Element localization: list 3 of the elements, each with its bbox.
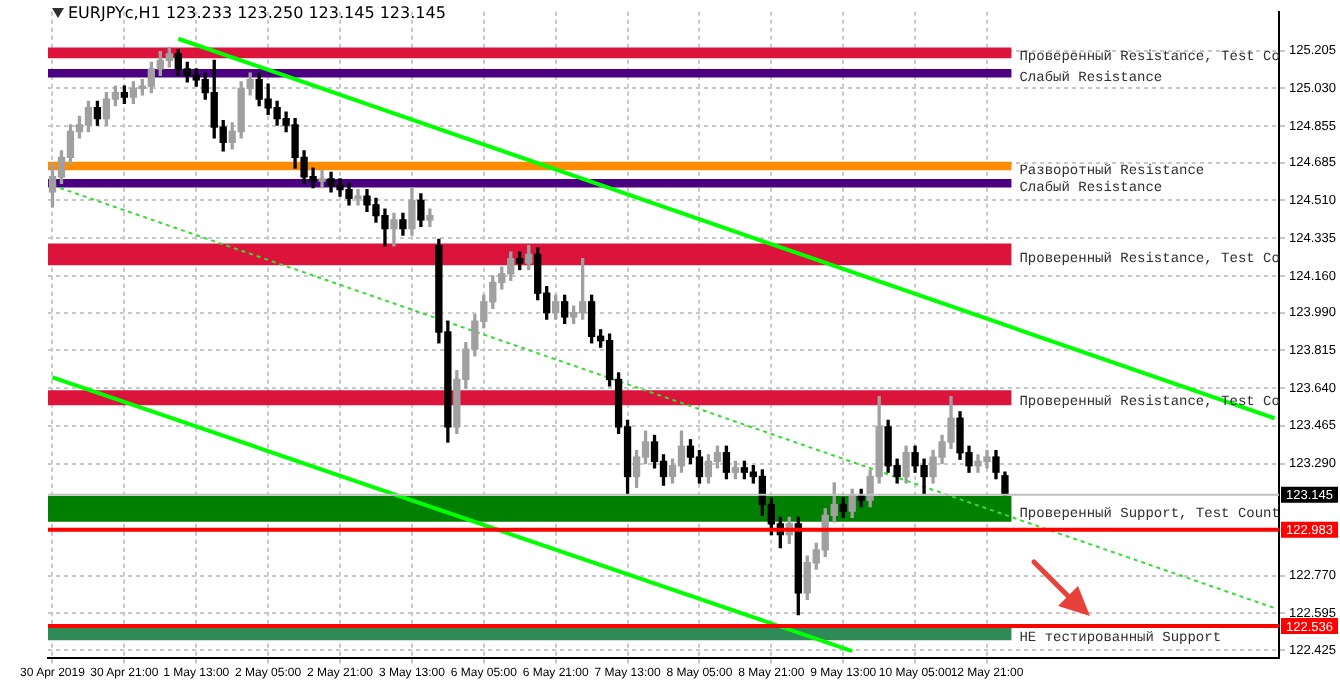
candlestick — [354, 189, 362, 206]
chart-title: EURJPYc,H1 123.233 123.250 123.145 123.145 — [68, 4, 446, 22]
candlestick — [318, 169, 326, 189]
